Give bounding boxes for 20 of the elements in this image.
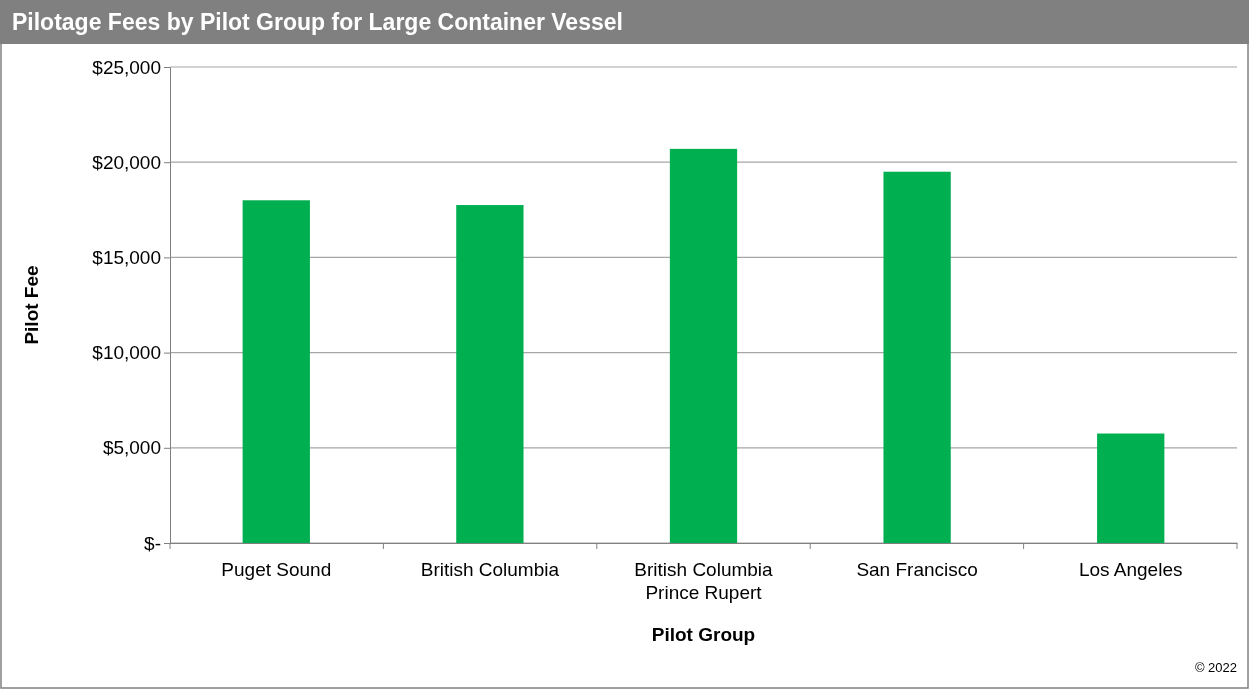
y-axis-title: Pilot Fee bbox=[21, 265, 42, 345]
x-axis-title: Pilot Group bbox=[651, 624, 756, 645]
x-tick-label: British Columbia bbox=[420, 559, 560, 580]
bar bbox=[669, 148, 738, 543]
y-tick-label: $5,000 bbox=[102, 437, 161, 459]
bar bbox=[456, 205, 524, 543]
chart-title: Pilotage Fees by Pilot Group for Large Container Vessel bbox=[12, 9, 623, 35]
y-tick-label: $10,000 bbox=[92, 342, 161, 364]
bar bbox=[1097, 433, 1165, 543]
y-tick-label: $20,000 bbox=[92, 151, 161, 173]
x-tick-label: Los Angeles bbox=[1078, 559, 1183, 580]
text: © 2022 bbox=[1194, 660, 1237, 675]
y-tick-label: $- bbox=[144, 532, 161, 554]
x-tick-label: British Columbia Prince Rupert bbox=[634, 559, 774, 603]
bar bbox=[242, 200, 310, 543]
y-tick-label: $25,000 bbox=[92, 56, 161, 78]
x-tick-label: Puget Sound bbox=[221, 559, 332, 580]
bar bbox=[883, 171, 951, 543]
x-tick-label: San Francisco bbox=[856, 559, 978, 580]
y-tick-label: $15,000 bbox=[92, 246, 161, 268]
